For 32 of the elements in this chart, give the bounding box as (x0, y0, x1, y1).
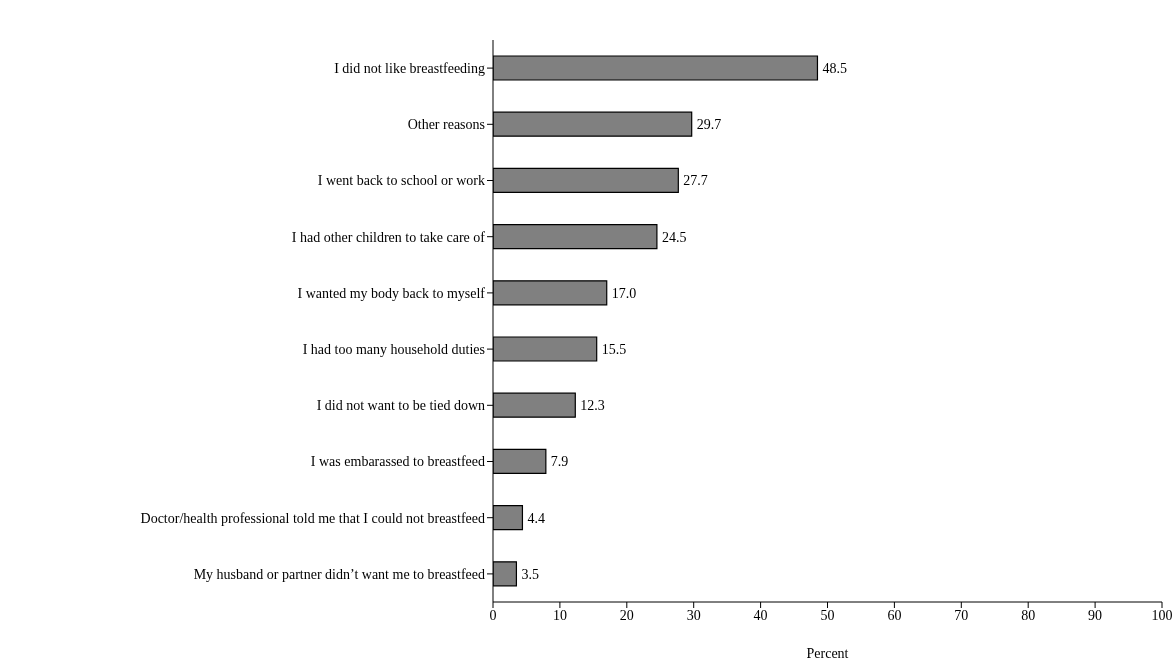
data-label: 4.4 (527, 510, 545, 526)
y-tick-label: Other reasons (407, 117, 485, 133)
data-label: 24.5 (661, 229, 687, 245)
data-label: 48.5 (822, 61, 847, 76)
x-tick-label: 40 (753, 607, 768, 623)
y-tick-label: I did not like breastfeeding (334, 61, 485, 77)
x-tick-label: 80 (1021, 607, 1036, 623)
data-label: 17.0 (611, 285, 637, 301)
data-label: 15.5 (601, 342, 627, 357)
x-tick-label: 70 (954, 607, 969, 623)
data-label: 3.5 (521, 566, 539, 582)
y-tick-label: I was embarassed to breastfeed (310, 454, 485, 470)
y-tick-label: I wanted my body back to myself (297, 285, 486, 301)
data-label: 29.7 (696, 117, 722, 133)
x-tick-label: 90 (1088, 607, 1103, 623)
x-tick-label: 60 (887, 607, 902, 623)
y-tick-label: Doctor/health professional told me that I could not breastfeed (140, 510, 485, 526)
data-label: 7.9 (550, 454, 569, 470)
y-tick-label: My husband or partner didn’t want me to breastfeed (193, 566, 485, 582)
x-tick-label: 50 (820, 607, 835, 623)
data-label: 27.7 (683, 173, 708, 189)
x-tick-label: 30 (686, 607, 701, 623)
y-tick-label: I did not want to be tied down (316, 398, 485, 414)
y-tick-label: I went back to school or work (317, 173, 485, 189)
x-tick-label: 20 (619, 607, 634, 623)
x-tick-label: 0 (489, 607, 497, 623)
x-tick-label: 100 (1151, 607, 1173, 623)
y-tick-label: I had other children to take care of (291, 229, 486, 245)
y-tick-label: I had too many household duties (302, 342, 485, 358)
data-label: 12.3 (580, 398, 605, 414)
x-tick-label: 10 (552, 607, 567, 623)
x-axis-title: Percent (806, 646, 849, 661)
